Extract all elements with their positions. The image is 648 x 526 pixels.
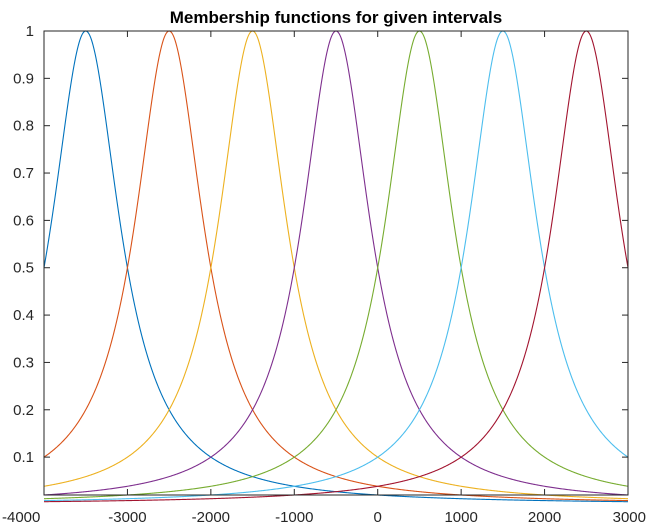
y-tick-label: 0.7	[13, 165, 34, 182]
y-tick-label: 0.3	[13, 354, 34, 371]
y-tick-label: 0.4	[13, 307, 34, 324]
x-tick-label: 1000	[444, 509, 477, 526]
axes-box	[43, 30, 629, 496]
x-tick-label: 0	[374, 509, 382, 526]
x-tick-label: 2000	[528, 509, 561, 526]
y-tick-label: 0.2	[13, 402, 34, 419]
y-tick-label: 0.5	[13, 260, 34, 277]
series-layer	[43, 30, 629, 503]
tick-labels: -4000 -3000 -2000 -1000 0 1000 2000 3000 0.1 0.2 0…	[2, 23, 646, 526]
x-tick-label: 3000	[613, 509, 646, 526]
y-tick-label: 0.9	[13, 70, 34, 87]
y-tick-label: 1	[26, 23, 34, 40]
y-tick-label: 0.1	[13, 449, 34, 466]
membership-curve-6	[43, 30, 629, 502]
x-tick-label: -4000	[2, 509, 40, 526]
x-tick-label: -1000	[275, 509, 313, 526]
y-tick-label: 0.8	[13, 118, 34, 135]
chart-title: Membership functions for given intervals	[170, 8, 503, 27]
axes-layer	[43, 30, 629, 496]
membership-curve-5	[43, 30, 629, 500]
y-tick-label: 0.6	[13, 212, 34, 229]
plot-area	[44, 31, 628, 495]
x-tick-label: -3000	[108, 509, 146, 526]
x-tick-label: -2000	[192, 509, 230, 526]
membership-curve-7	[44, 30, 629, 503]
